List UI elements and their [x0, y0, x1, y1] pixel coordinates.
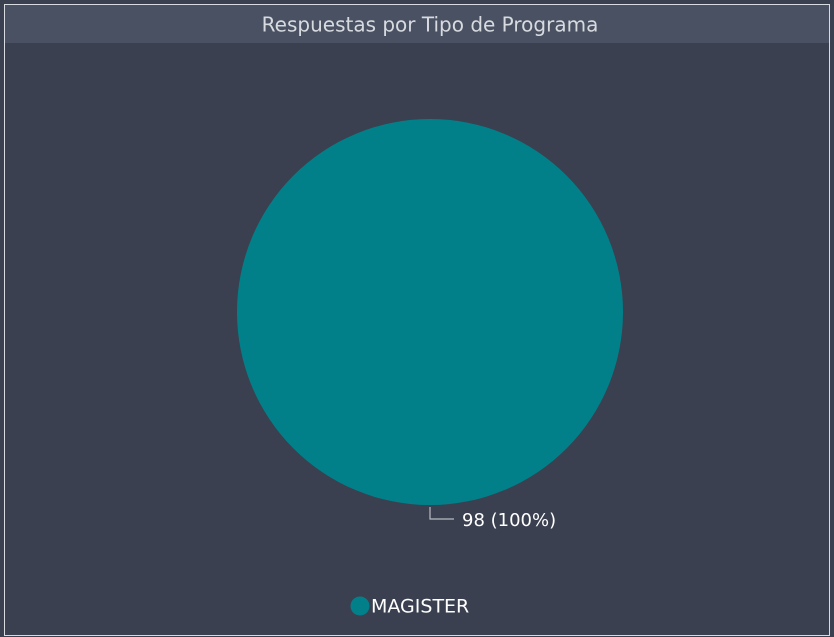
- data-label: 98 (100%): [462, 510, 556, 531]
- panel-border: [4, 4, 830, 636]
- pie-slice: [237, 119, 623, 505]
- leader-line: [429, 507, 454, 520]
- legend-label: MAGISTER: [371, 596, 469, 618]
- chart-title: Respuestas por Tipo de Programa: [262, 13, 599, 37]
- legend-swatch: [350, 596, 370, 616]
- title-bar: [5, 5, 829, 43]
